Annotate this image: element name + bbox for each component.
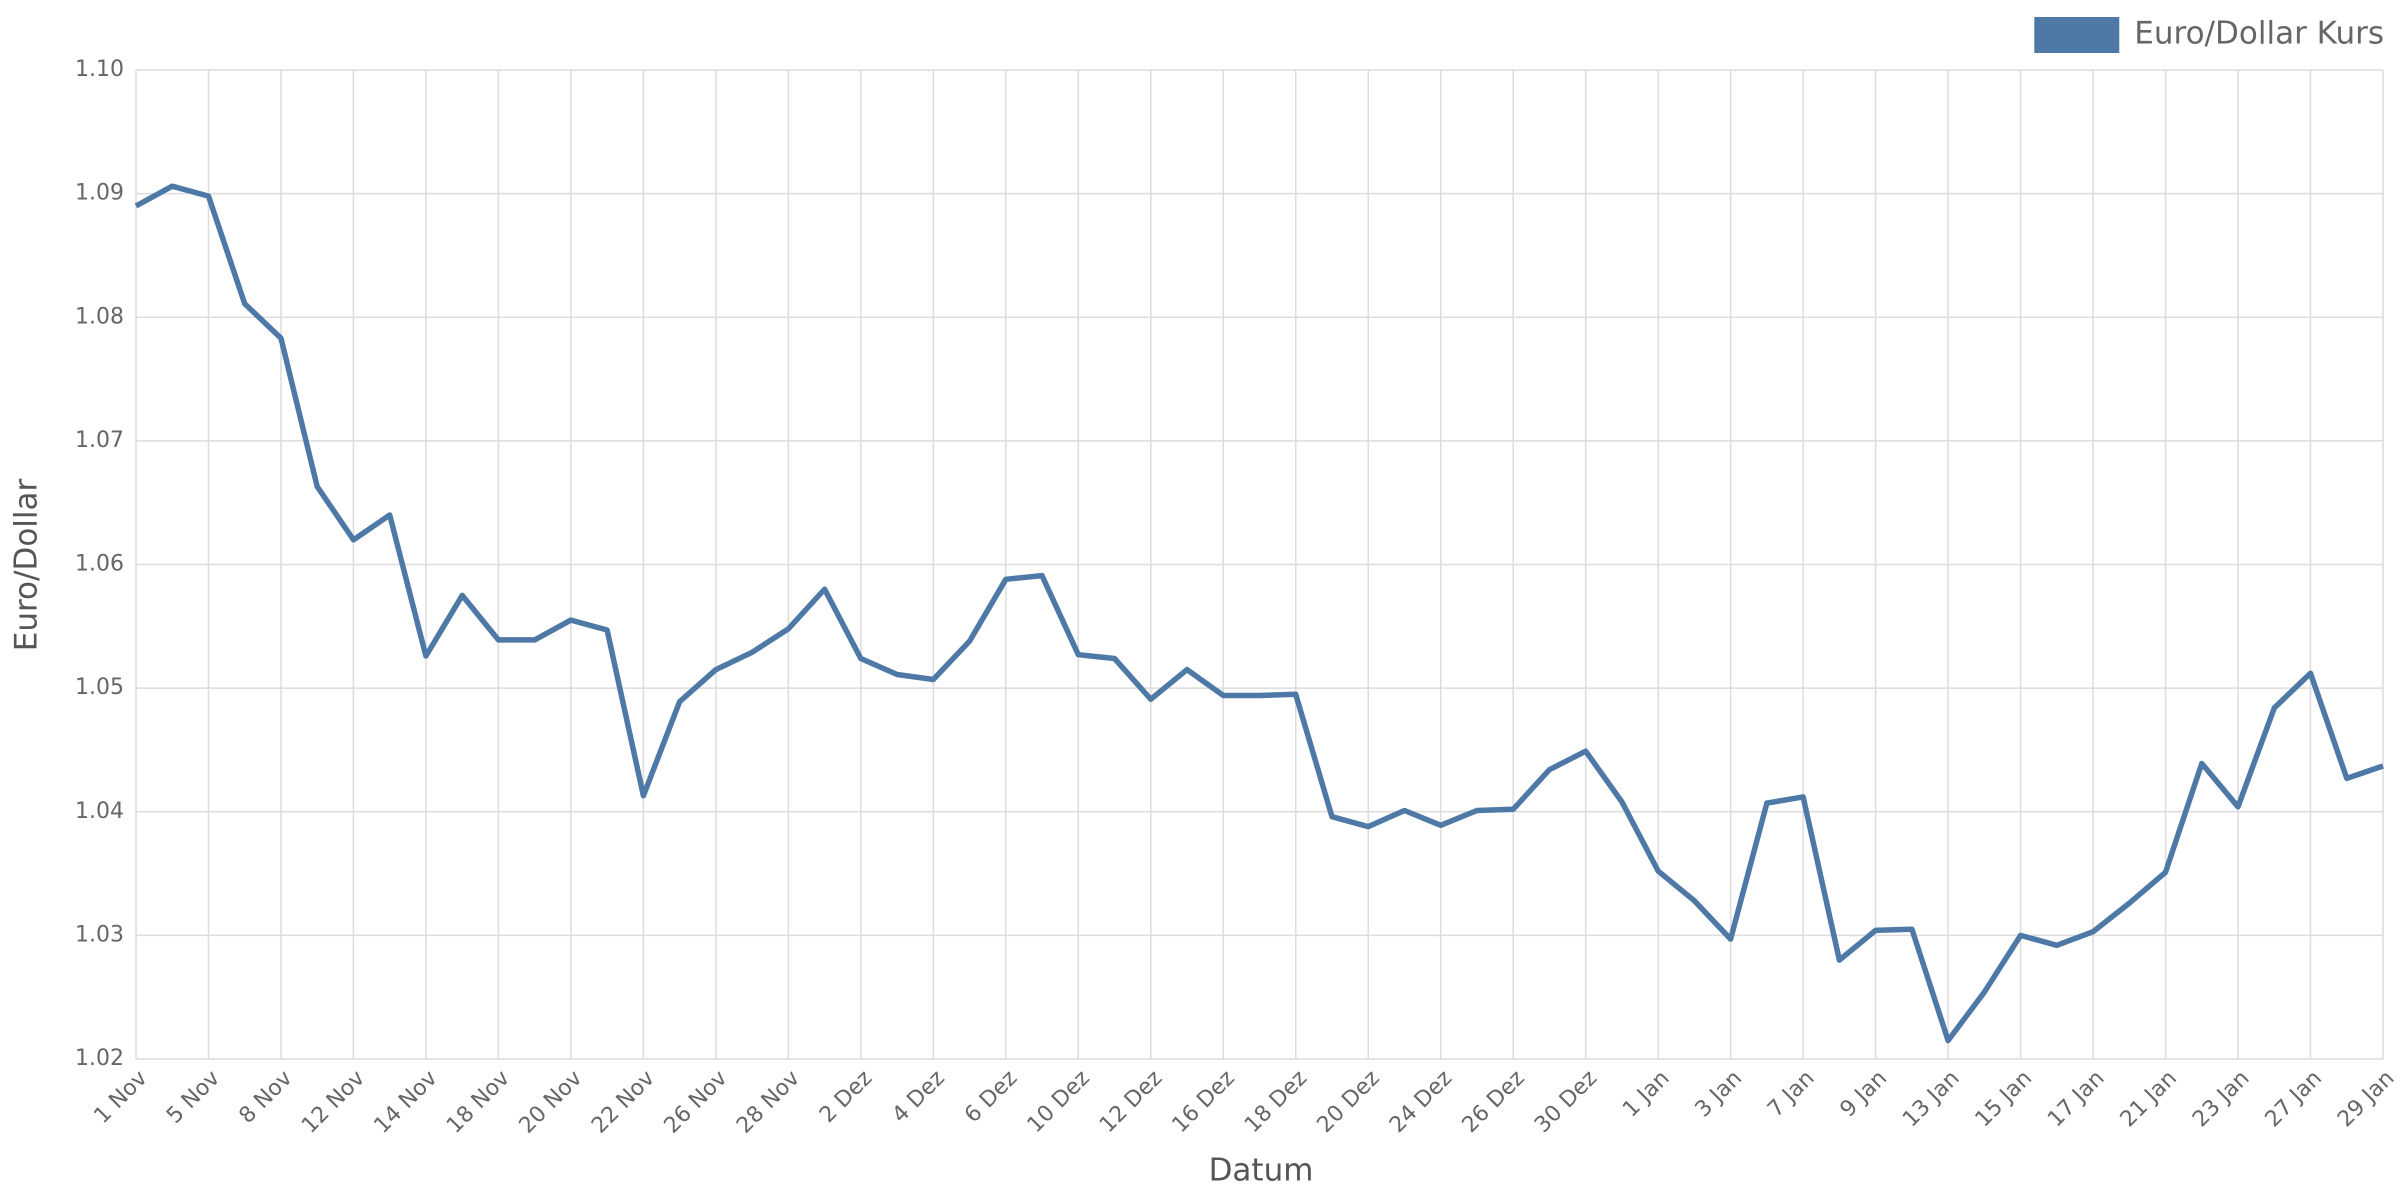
y-tick-label: 1.02: [75, 1046, 124, 1071]
x-tick-label: 6 Dez: [960, 1066, 1022, 1128]
y-axis-title: Euro/Dollar: [9, 478, 45, 651]
x-tick-label: 21 Jan: [2116, 1066, 2182, 1132]
x-tick-label: 12 Nov: [297, 1066, 370, 1139]
x-tick-label: 15 Jan: [1971, 1066, 2037, 1132]
x-tick-label: 4 Dez: [888, 1066, 950, 1128]
x-tick-label: 17 Jan: [2043, 1066, 2109, 1132]
x-tick-label: 1 Nov: [90, 1066, 153, 1129]
x-axis-title: Datum: [1209, 1153, 1314, 1189]
y-tick-label: 1.04: [75, 799, 124, 824]
x-tick-label: 26 Dez: [1458, 1066, 1530, 1138]
y-tick-label: 1.06: [75, 552, 124, 577]
x-tick-label: 10 Dez: [1023, 1066, 1095, 1138]
y-tick-label: 1.05: [75, 675, 124, 700]
x-tick-label: 18 Nov: [442, 1066, 515, 1139]
x-tick-label: 26 Nov: [660, 1066, 733, 1139]
x-tick-label: 24 Dez: [1385, 1066, 1457, 1138]
x-tick-label: 22 Nov: [587, 1066, 660, 1139]
y-tick-label: 1.07: [75, 428, 124, 453]
x-tick-label: 23 Jan: [2188, 1066, 2254, 1132]
x-tick-label: 20 Dez: [1313, 1066, 1385, 1138]
y-tick-label: 1.10: [75, 57, 124, 82]
x-tick-label: 28 Nov: [732, 1066, 805, 1139]
legend-label: Euro/Dollar Kurs: [2134, 16, 2384, 52]
x-tick-label: 18 Dez: [1240, 1066, 1312, 1138]
data-line: [134, 183, 2384, 1044]
x-tick-label: 12 Dez: [1095, 1066, 1167, 1138]
legend-swatch: [2034, 17, 2120, 53]
x-tick-label: 3 Jan: [1691, 1066, 1748, 1123]
x-tick-label: 9 Jan: [1836, 1066, 1893, 1123]
y-tick-label: 1.09: [75, 181, 124, 206]
x-tick-label: 2 Dez: [815, 1066, 877, 1128]
x-tick-label: 5 Nov: [162, 1066, 225, 1129]
x-tick-label: 30 Dez: [1530, 1066, 1602, 1138]
y-tick-label: 1.03: [75, 922, 124, 947]
x-tick-label: 13 Jan: [1898, 1066, 1964, 1132]
x-tick-label: 7 Jan: [1763, 1066, 1820, 1123]
x-tick-label: 14 Nov: [370, 1066, 443, 1139]
x-tick-label: 20 Nov: [515, 1066, 588, 1139]
x-tick-label: 29 Jan: [2333, 1066, 2399, 1132]
x-tick-label: 1 Jan: [1618, 1066, 1675, 1123]
x-tick-label: 8 Nov: [235, 1066, 298, 1129]
x-tick-label: 27 Jan: [2261, 1066, 2327, 1132]
y-tick-label: 1.08: [75, 304, 124, 329]
x-tick-label: 16 Dez: [1168, 1066, 1240, 1138]
